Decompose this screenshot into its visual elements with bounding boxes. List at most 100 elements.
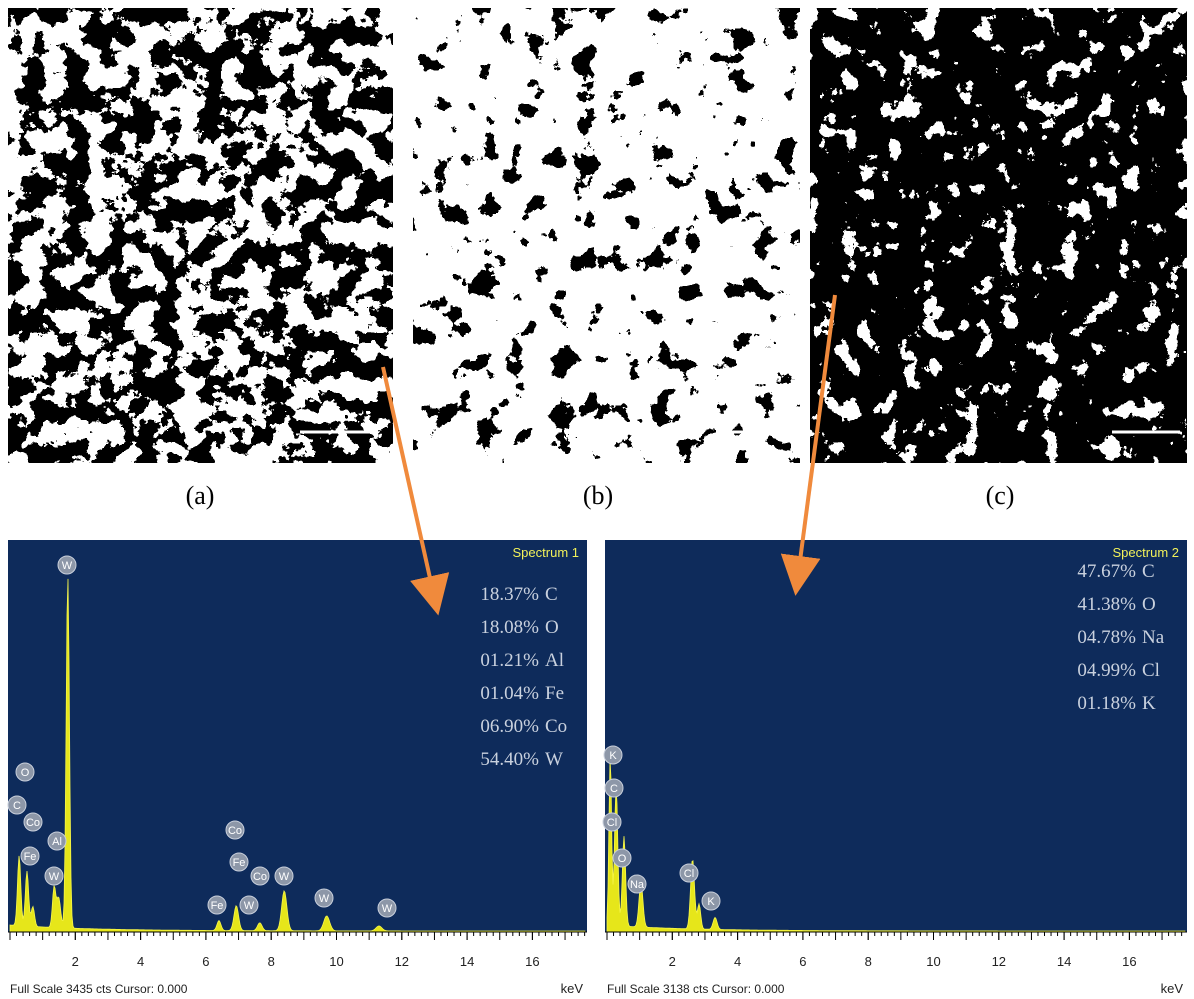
peak-label: C [610,783,618,795]
spectrum-panel [8,540,587,932]
peak-marker [701,891,721,911]
peak-marker [47,831,67,851]
percent: 04.99% [1077,660,1136,681]
peak-marker [239,895,259,915]
sem-texture [810,8,1187,463]
peak-label: Co [253,871,267,883]
peak-marker [23,812,43,832]
x-tick-label: 10 [926,954,940,969]
x-tick-label: 12 [992,954,1006,969]
peak-marker [207,895,227,915]
x-tick-label: 4 [734,954,741,969]
caption: (a) [186,481,215,510]
x-tick-label: 2 [669,954,676,969]
element: Co [545,716,567,737]
percent: 01.18% [1077,693,1136,714]
axis-strip [605,932,1187,999]
peak-marker [604,778,624,798]
peak-marker [250,866,270,886]
percent: 47.67% [1077,561,1136,582]
peak-label: W [244,900,255,912]
x-tick-label: 10 [329,954,343,969]
peak-label: W [49,871,60,883]
unit-label: keV [561,981,584,996]
arrow [780,294,837,596]
percent: 41.38% [1077,594,1136,615]
element: Fe [545,683,564,704]
peak-label: O [618,853,627,865]
footer: Full Scale 3138 cts Cursor: 0.000 [607,982,785,996]
peak-label: W [382,903,393,915]
percent: 01.21% [480,650,539,671]
x-tick-label: 6 [799,954,806,969]
peak-label: W [62,560,73,572]
x-tick-label: 12 [395,954,409,969]
spectrum-trace [9,578,586,933]
peak-marker [612,848,632,868]
percent: 06.90% [480,716,539,737]
element: O [545,617,559,638]
element: Na [1142,627,1165,648]
spectrum-panel [605,540,1187,932]
element: C [545,584,558,605]
caption: (c) [986,481,1015,510]
x-tick-label: 8 [865,954,872,969]
peak-marker [314,888,334,908]
peak-label: Cl [607,817,617,829]
x-tick-label: 2 [72,954,79,969]
peak-label: Cl [684,868,694,880]
peak-marker [44,866,64,886]
peak-label: W [319,893,330,905]
axis-strip [8,932,587,999]
peak-label: Fe [233,857,246,869]
peak-label: Co [228,825,242,837]
x-tick-label: 14 [1057,954,1071,969]
peak-label: C [13,800,21,812]
peak-label: Na [630,879,645,891]
peak-marker [602,812,622,832]
peak-marker [627,874,647,894]
sem-texture [8,8,393,463]
element: C [1142,561,1155,582]
peak-marker [274,866,294,886]
peak-label: Fe [24,851,37,863]
element: Al [545,650,564,671]
percent: 18.37% [480,584,539,605]
spectrum-title: Spectrum 1 [513,545,579,560]
percent: 01.04% [480,683,539,704]
spectrum-title: Spectrum 2 [1113,545,1179,560]
peak-marker [225,820,245,840]
peak-marker [15,762,35,782]
percent: 54.40% [480,749,539,770]
x-tick-label: 16 [1122,954,1136,969]
element: Cl [1142,660,1160,681]
caption: (b) [583,481,613,510]
peak-label: O [21,767,30,779]
element: W [545,749,563,770]
peak-marker [229,852,249,872]
peak-label: Fe [211,900,224,912]
peak-label: Co [26,817,40,829]
peak-label: W [279,871,290,883]
x-tick-label: 6 [202,954,209,969]
element: K [1142,693,1156,714]
x-tick-label: 16 [525,954,539,969]
peak-label: K [609,750,617,762]
element: O [1142,594,1156,615]
sem-images [8,8,1187,463]
sem-texture [413,8,800,463]
footer: Full Scale 3435 cts Cursor: 0.000 [10,982,188,996]
peak-marker [679,863,699,883]
peak-marker [377,898,397,918]
peak-marker [7,795,27,815]
x-tick-label: 8 [268,954,275,969]
peak-label: K [707,896,715,908]
peak-label: Al [52,836,62,848]
arrow [381,366,450,616]
peak-marker [603,745,623,765]
percent: 18.08% [480,617,539,638]
x-tick-label: 4 [137,954,144,969]
unit-label: keV [1161,981,1184,996]
peak-marker [20,846,40,866]
